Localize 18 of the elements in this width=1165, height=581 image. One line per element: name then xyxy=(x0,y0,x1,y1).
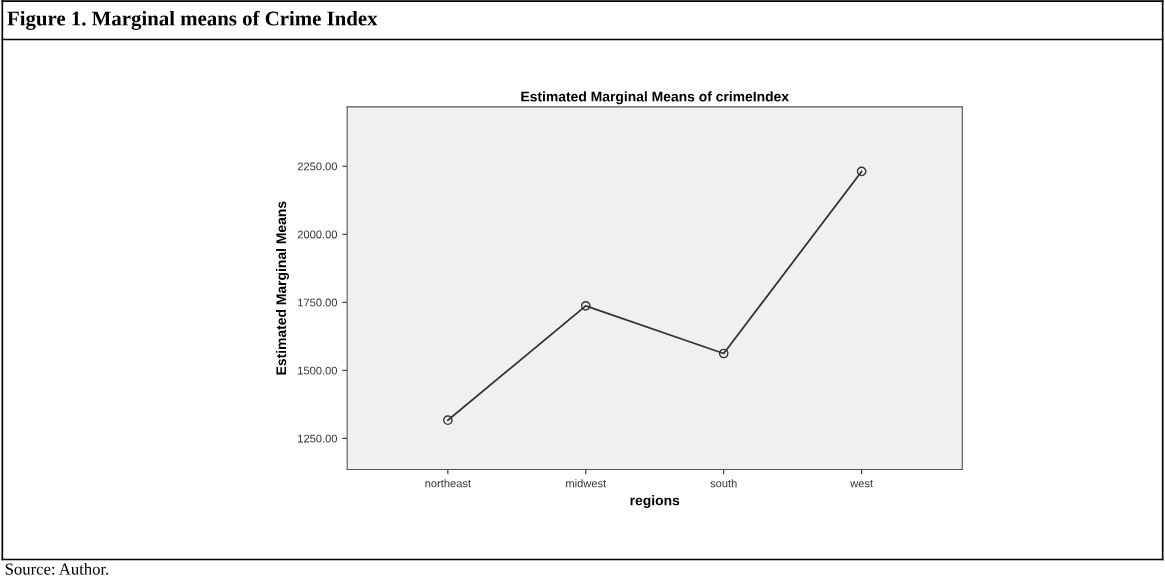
y-tick-label: 2000.00 xyxy=(297,230,338,239)
chart-subtitle: Estimated Marginal Means of crimeIndex xyxy=(521,91,789,105)
y-tick-label: 2250.00 xyxy=(297,162,338,171)
point xyxy=(718,348,729,359)
point xyxy=(856,166,867,177)
x-tick-label: south xyxy=(710,479,737,488)
y-axis-title: Estimated Marginal Means xyxy=(275,201,289,375)
y-tick-label: 1500.00 xyxy=(298,366,338,375)
x-tick-label: west xyxy=(850,480,873,488)
point xyxy=(442,415,453,426)
x-tick-label: northeast xyxy=(425,479,471,488)
source-note: Source: Author. xyxy=(5,562,109,575)
y-tick-label: 1750.00 xyxy=(298,298,338,307)
point xyxy=(580,301,591,311)
y-tick-label: 1250.00 xyxy=(298,434,338,443)
x-axis-title: regions xyxy=(630,495,680,509)
x-tick-label: midwest xyxy=(566,479,607,488)
chart-title: Figure 1. Marginal means of Crime Index xyxy=(7,10,378,30)
